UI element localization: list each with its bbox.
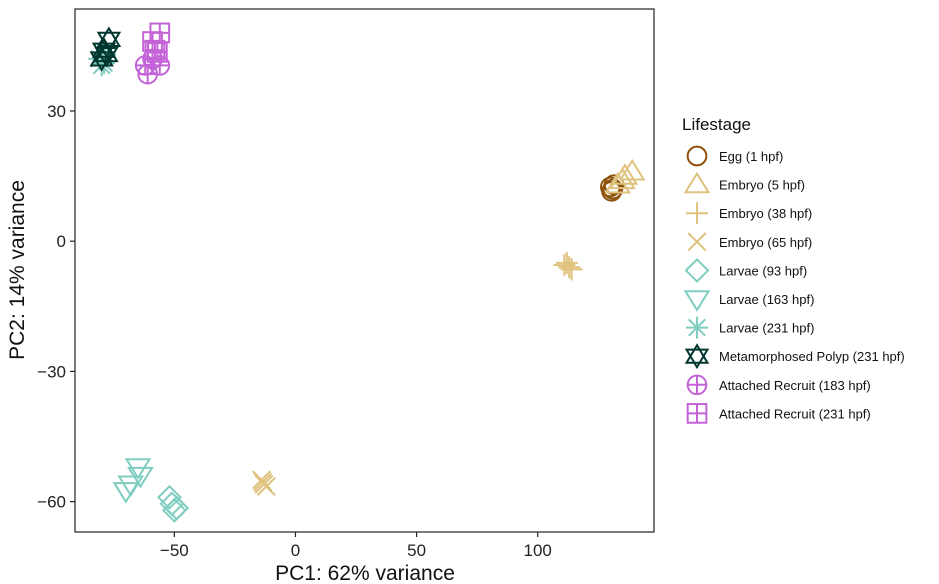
legend-item: Larvae (231 hpf) bbox=[686, 316, 814, 339]
legend-item: Embryo (38 hpf) bbox=[686, 202, 812, 225]
legend-label: Egg (1 hpf) bbox=[719, 149, 783, 164]
data-point bbox=[555, 251, 578, 274]
data-point bbox=[127, 466, 154, 489]
data-point bbox=[147, 42, 168, 63]
series bbox=[142, 22, 171, 63]
plot-area bbox=[74, 8, 655, 533]
data-point bbox=[253, 472, 273, 492]
legend-key bbox=[687, 232, 707, 252]
data-point bbox=[137, 63, 159, 85]
legend-item: Attached Recruit (183 hpf) bbox=[686, 374, 871, 396]
legend-label: Embryo (5 hpf) bbox=[719, 178, 805, 193]
data-point bbox=[112, 482, 140, 504]
x-tick-label: 100 bbox=[524, 541, 552, 560]
y-axis-title: PC2: 14% variance bbox=[6, 180, 29, 360]
legend-item: Larvae (93 hpf) bbox=[684, 257, 807, 283]
y-tick-label: 0 bbox=[57, 232, 66, 251]
series bbox=[252, 470, 276, 496]
x-tick-label: 0 bbox=[291, 541, 300, 560]
plot-frame bbox=[74, 8, 655, 533]
legend-key bbox=[683, 171, 711, 194]
legend-item: Embryo (5 hpf) bbox=[683, 171, 805, 194]
series bbox=[604, 158, 646, 194]
data-point bbox=[164, 495, 190, 521]
legend-title: Lifestage bbox=[682, 115, 751, 134]
legend-item: Egg (1 hpf) bbox=[686, 145, 783, 167]
y-tick-label: 30 bbox=[47, 102, 66, 121]
data-point bbox=[558, 256, 581, 279]
series bbox=[553, 251, 583, 281]
data-point bbox=[618, 158, 646, 181]
legend-key bbox=[684, 257, 710, 283]
x-axis: −50 0 50 100 bbox=[160, 532, 552, 560]
legend-item: Metamorphosed Polyp (231 hpf) bbox=[684, 343, 905, 370]
legend-key bbox=[686, 316, 708, 339]
x-tick-label: −50 bbox=[160, 541, 189, 560]
legend-label: Attached Recruit (183 hpf) bbox=[719, 378, 871, 393]
legend-label: Embryo (65 hpf) bbox=[719, 235, 812, 250]
legend-key bbox=[686, 202, 708, 225]
series bbox=[89, 26, 122, 72]
data-point bbox=[611, 163, 639, 185]
data-points bbox=[88, 22, 646, 523]
legend-item: Attached Recruit (231 hpf) bbox=[686, 403, 871, 424]
legend-label: Larvae (163 hpf) bbox=[719, 292, 814, 307]
legend-item: Embryo (65 hpf) bbox=[687, 232, 812, 252]
legend-key bbox=[686, 374, 708, 396]
legend-label: Metamorphosed Polyp (231 hpf) bbox=[719, 349, 905, 364]
legend-items: Egg (1 hpf) Embryo (5 hpf) Embryo (38 hpf)… bbox=[683, 145, 905, 424]
legend-key bbox=[686, 145, 708, 167]
series bbox=[112, 458, 154, 504]
data-point bbox=[157, 484, 182, 510]
data-point bbox=[560, 258, 583, 281]
series bbox=[157, 484, 190, 523]
legend-label: Larvae (231 hpf) bbox=[719, 321, 814, 336]
x-tick-label: 50 bbox=[407, 541, 426, 560]
legend-item: Larvae (163 hpf) bbox=[683, 290, 814, 312]
legend-label: Larvae (93 hpf) bbox=[719, 263, 807, 278]
legend-label: Attached Recruit (231 hpf) bbox=[719, 406, 871, 421]
y-tick-label: −60 bbox=[37, 493, 66, 512]
legend-label: Embryo (38 hpf) bbox=[719, 206, 812, 221]
legend-key bbox=[686, 403, 708, 424]
x-axis-title: PC1: 62% variance bbox=[275, 562, 455, 584]
legend: Lifestage Egg (1 hpf) Embryo (5 hpf) Embry… bbox=[682, 115, 905, 424]
legend-key bbox=[684, 343, 710, 370]
y-tick-label: −30 bbox=[37, 362, 66, 381]
data-point bbox=[94, 41, 119, 68]
legend-key bbox=[683, 290, 711, 312]
y-axis: −60 −30 0 30 bbox=[37, 102, 75, 512]
